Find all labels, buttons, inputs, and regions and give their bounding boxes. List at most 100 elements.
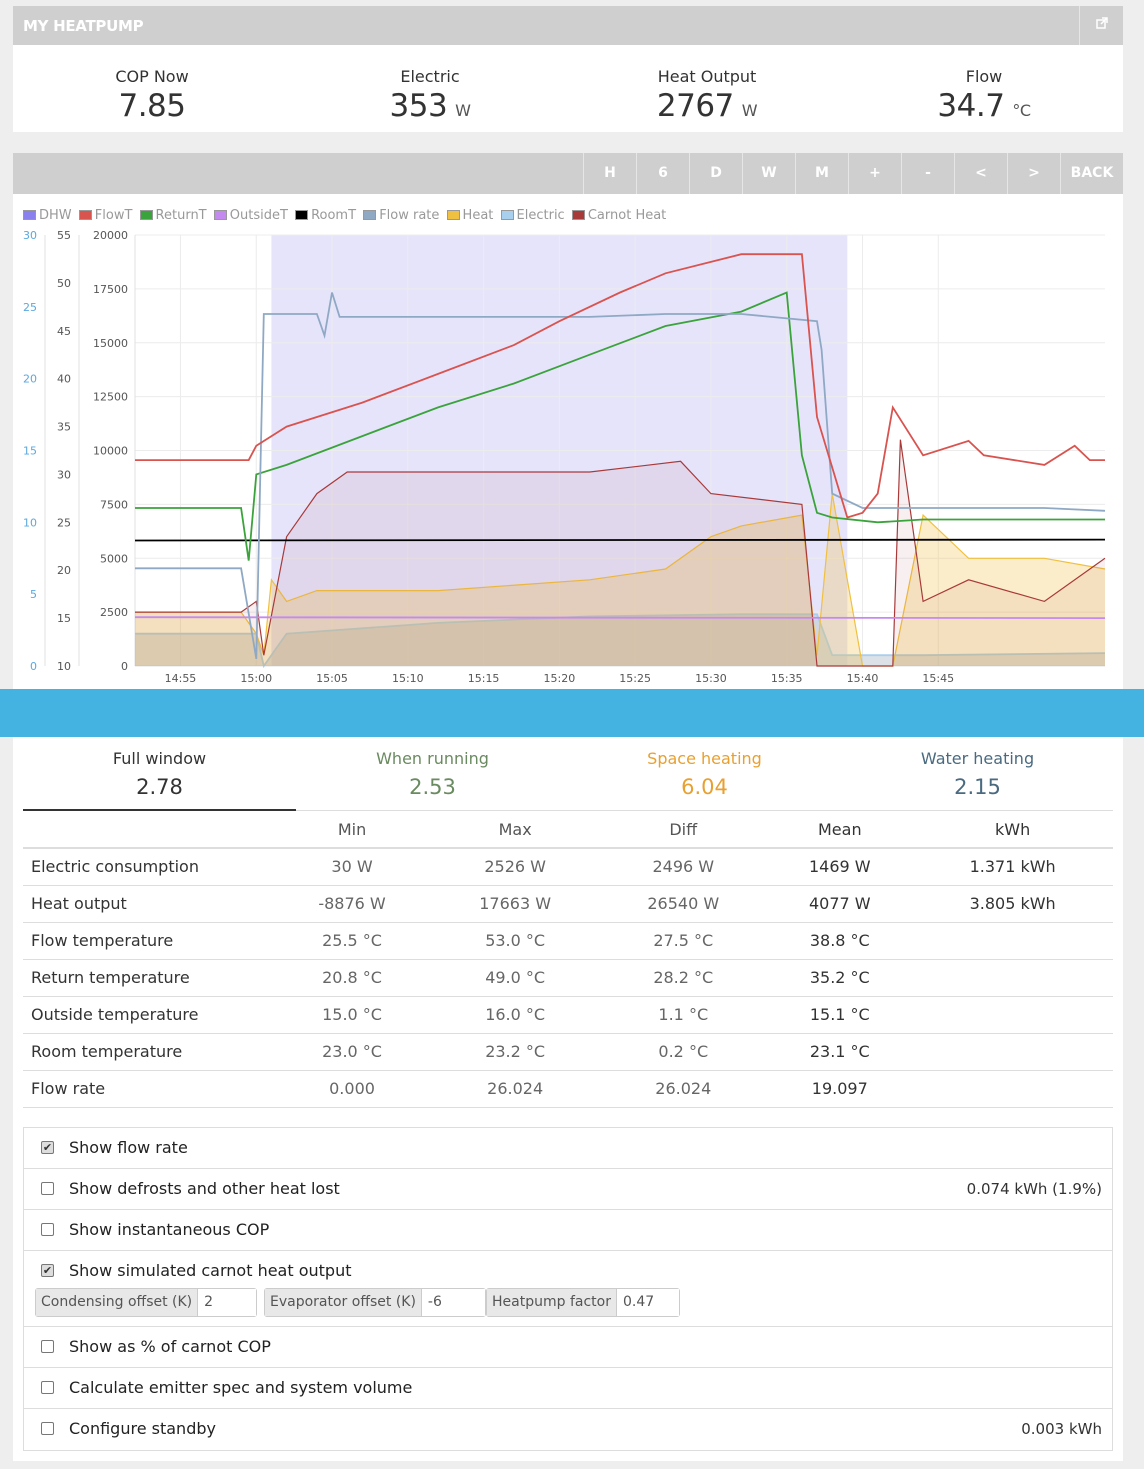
x-tick-label: 15:25 <box>619 672 651 685</box>
evaporator-offset-input[interactable]: -6 <box>421 1289 485 1316</box>
stats-table: Min Max Diff Mean kWh Electric consumpti… <box>23 811 1113 1108</box>
option-show-carnot-heat[interactable]: ✔ Show simulated carnot heat output Cond… <box>24 1251 1112 1327</box>
x-tick-label: 15:05 <box>316 672 348 685</box>
legend-swatch <box>213 210 227 220</box>
column-header: Diff <box>599 811 768 849</box>
table-cell: 23.2 °C <box>431 1033 600 1071</box>
tab-value: 6.04 <box>681 775 728 799</box>
table-cell: 38.8 °C <box>767 922 913 960</box>
checkbox[interactable] <box>41 1223 54 1236</box>
y-tick-label: 55 <box>57 229 71 242</box>
y-tick-label: 10000 <box>93 445 128 458</box>
legend-swatch <box>446 210 460 220</box>
tab-when-running[interactable]: When running 2.53 <box>296 737 569 811</box>
legend-item-carnot-heat[interactable]: Carnot Heat <box>571 208 667 223</box>
app-title: MY HEATPUMP <box>23 17 144 35</box>
external-link-button[interactable] <box>1079 6 1123 45</box>
pan-right-button[interactable]: > <box>1007 153 1060 194</box>
y-tick-label: 35 <box>57 421 71 434</box>
table-cell: 2496 W <box>599 848 768 886</box>
legend-item-heat[interactable]: Heat <box>446 208 494 223</box>
legend-item-roomt[interactable]: RoomT <box>295 208 356 223</box>
checkbox[interactable] <box>41 1182 54 1195</box>
legend-swatch <box>78 210 92 220</box>
legend-item-electric[interactable]: Electric <box>500 208 565 223</box>
heatpump-factor-input[interactable]: 0.47 <box>616 1289 679 1316</box>
external-link-icon <box>1095 17 1108 33</box>
option-label: Show defrosts and other heat lost <box>69 1179 340 1198</box>
pan-left-button[interactable]: < <box>954 153 1007 194</box>
tab-full-window[interactable]: Full window 2.78 <box>23 737 296 811</box>
tab-space-heating[interactable]: Space heating 6.04 <box>568 737 841 811</box>
option-label: Calculate emitter spec and system volume <box>69 1378 413 1397</box>
legend-item-returnt[interactable]: ReturnT <box>139 208 207 223</box>
x-tick-label: 15:15 <box>468 672 500 685</box>
y-tick-label: 50 <box>57 277 71 290</box>
series-line-flow-rate <box>135 292 1106 659</box>
option-configure-standby[interactable]: Configure standby 0.003 kWh <box>24 1409 1112 1450</box>
legend-item-flowt[interactable]: FlowT <box>78 208 132 223</box>
stat-heat-output: Heat Output 2767 W <box>568 67 846 124</box>
series-line-returnt <box>135 291 1105 561</box>
y-tick-label: 20 <box>57 564 71 577</box>
evaporator-offset-group: Evaporator offset (K) -6 <box>264 1288 486 1317</box>
chart-plot[interactable]: 0 5 10 15 20 25 30 10 15 20 25 30 35 40 45 50 55 0 2500 500… <box>13 194 1123 689</box>
legend-swatch <box>23 210 36 220</box>
option-show-flow-rate[interactable]: ✔ Show flow rate <box>24 1128 1112 1169</box>
option-label: Show instantaneous COP <box>69 1220 270 1239</box>
stat-label: Flow <box>965 67 1003 86</box>
y-tick-label: 5 <box>30 588 37 601</box>
table-cell: 3.805 kWh <box>912 885 1113 923</box>
table-cell: 16.0 °C <box>431 996 600 1034</box>
checkbox[interactable] <box>41 1340 54 1353</box>
legend-label: Carnot Heat <box>587 208 667 223</box>
table-cell: 17663 W <box>431 885 600 923</box>
range-week-button[interactable]: W <box>742 153 795 194</box>
legend-item-outsidet[interactable]: OutsideT <box>213 208 288 223</box>
option-show-percent-carnot[interactable]: Show as % of carnot COP <box>24 1327 1112 1368</box>
y-tick-label: 12500 <box>93 391 128 404</box>
heatpump-factor-group: Heatpump factor 0.47 <box>486 1288 680 1317</box>
table-cell: 28.2 °C <box>599 959 768 997</box>
checkbox[interactable] <box>41 1381 54 1394</box>
tab-water-heating[interactable]: Water heating 2.15 <box>841 737 1114 811</box>
option-label: Show flow rate <box>69 1138 188 1157</box>
row-label: Outside temperature <box>23 996 273 1034</box>
range-hour-button[interactable]: H <box>583 153 636 194</box>
zoom-out-button[interactable]: - <box>901 153 954 194</box>
option-show-defrosts[interactable]: Show defrosts and other heat lost 0.074 … <box>24 1169 1112 1210</box>
checkbox[interactable]: ✔ <box>41 1264 54 1277</box>
table-cell: 19.097 <box>767 1070 913 1108</box>
legend-label: Heat <box>462 208 494 223</box>
stat-value: 7.85 <box>118 88 186 124</box>
series-line-electric <box>135 613 1106 669</box>
x-tick-label: 15:00 <box>240 672 272 685</box>
column-header: Mean <box>767 811 913 849</box>
legend-label: ReturnT <box>155 208 207 223</box>
stat-unit: W <box>741 101 758 120</box>
option-show-instantaneous-cop[interactable]: Show instantaneous COP <box>24 1210 1112 1251</box>
y-tick-label: 10 <box>57 660 71 673</box>
column-header: Min <box>273 811 432 849</box>
back-button[interactable]: BACK <box>1060 153 1123 194</box>
y-tick-label: 20000 <box>93 229 128 242</box>
range-6h-button[interactable]: 6 <box>636 153 689 194</box>
range-month-button[interactable]: M <box>795 153 848 194</box>
x-tick-label: 15:35 <box>771 672 803 685</box>
stat-label: Electric <box>400 67 460 86</box>
condensing-offset-input[interactable]: 2 <box>198 1289 257 1316</box>
range-day-button[interactable]: D <box>689 153 742 194</box>
stat-flow: Flow 34.7 °C <box>845 67 1123 124</box>
legend-item-flow-rate[interactable]: Flow rate <box>363 208 439 223</box>
legend-swatch <box>500 210 514 220</box>
y-tick-label: 45 <box>57 325 71 338</box>
checkbox[interactable] <box>41 1422 54 1435</box>
table-cell <box>912 959 1113 997</box>
zoom-in-button[interactable]: + <box>848 153 901 194</box>
table-cell: 23.1 °C <box>767 1033 913 1071</box>
option-emitter-spec[interactable]: Calculate emitter spec and system volume <box>24 1368 1112 1409</box>
legend-item-dhw[interactable]: DHW <box>23 208 72 223</box>
checkbox[interactable]: ✔ <box>41 1141 54 1154</box>
tab-label: Water heating <box>920 749 1035 768</box>
x-tick-label: 15:30 <box>695 672 727 685</box>
